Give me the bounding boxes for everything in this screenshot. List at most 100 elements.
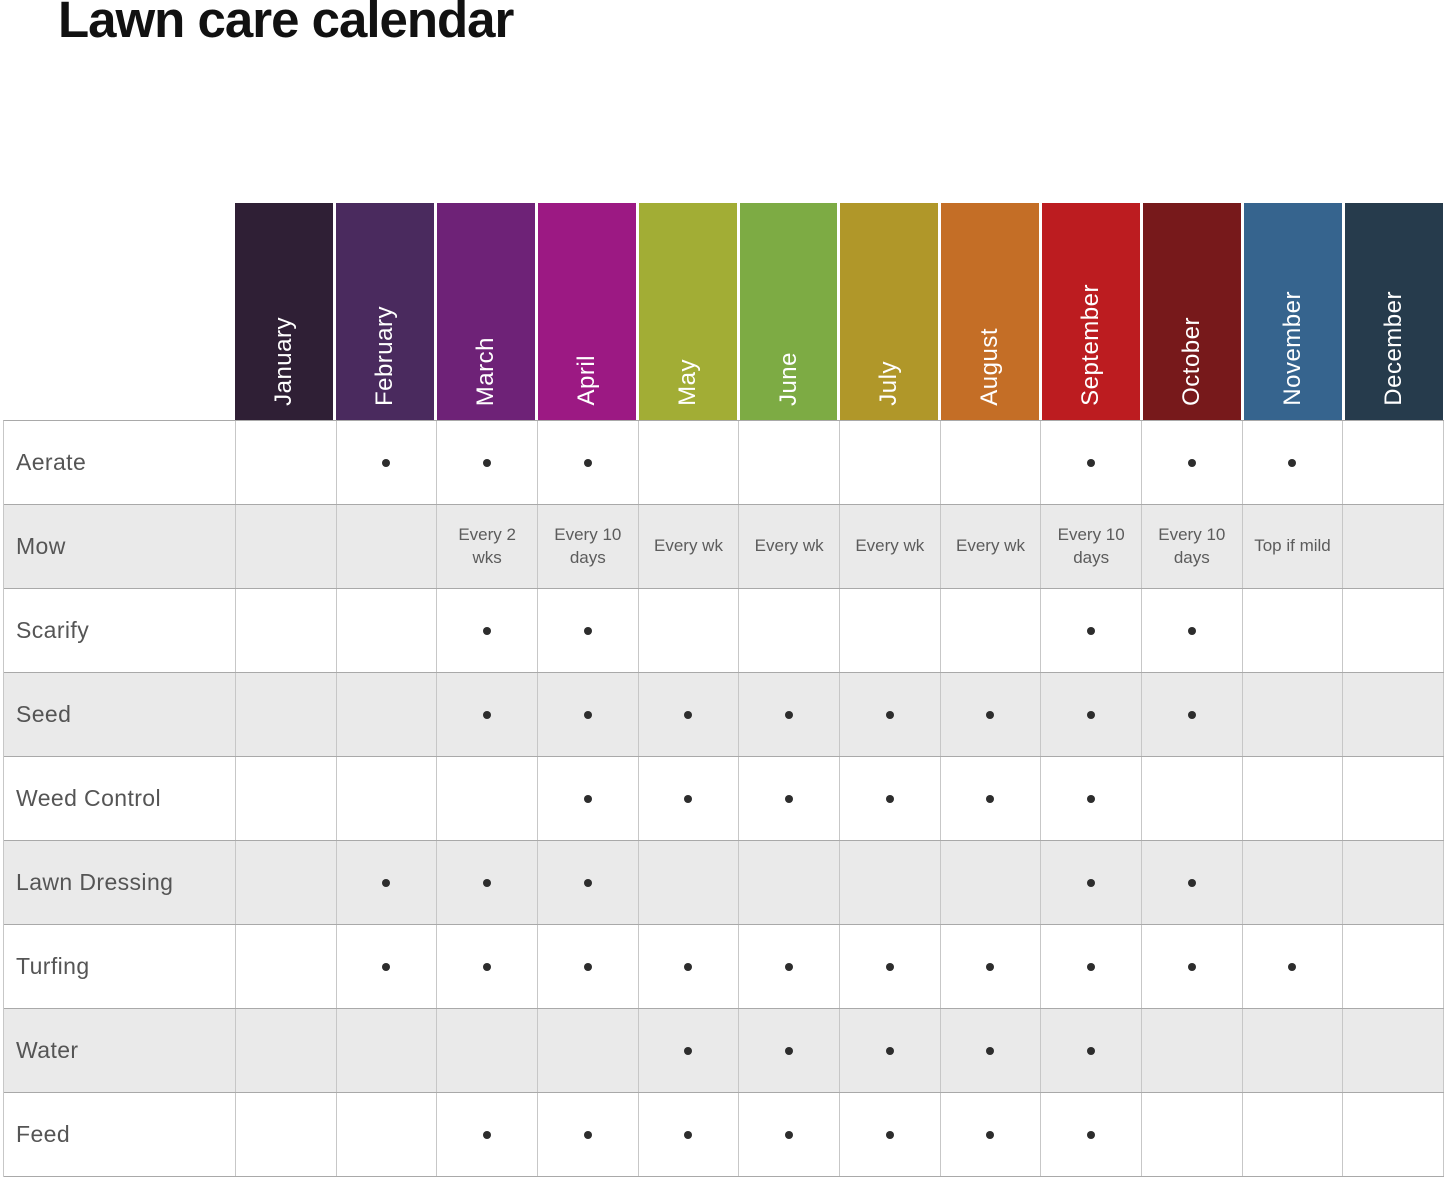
- cell-weed-control-october: [1142, 757, 1243, 840]
- row-label-seed: Seed: [4, 673, 236, 756]
- cell-scarify-october: [1142, 589, 1243, 672]
- cell-weed-control-january: [236, 757, 337, 840]
- dot-marker: [1288, 962, 1297, 971]
- cell-feed-april: [538, 1093, 639, 1176]
- month-header-may: May: [638, 203, 737, 420]
- month-header-march: March: [436, 203, 535, 420]
- cell-scarify-january: [236, 589, 337, 672]
- dot-marker: [885, 962, 894, 971]
- month-label-november: November: [1279, 291, 1307, 406]
- cell-lawn-dressing-june: [739, 841, 840, 924]
- dot-marker: [1187, 626, 1196, 635]
- cell-aerate-may: [639, 421, 740, 504]
- cell-seed-july: [840, 673, 941, 756]
- cell-lawn-dressing-december: [1343, 841, 1444, 924]
- cell-water-september: [1041, 1009, 1142, 1092]
- cell-mow-july: Every wk: [840, 505, 941, 588]
- cell-lawn-dressing-july: [840, 841, 941, 924]
- cell-aerate-september: [1041, 421, 1142, 504]
- dot-marker: [1087, 878, 1096, 887]
- cell-scarify-november: [1243, 589, 1344, 672]
- cell-seed-march: [437, 673, 538, 756]
- cell-lawn-dressing-august: [941, 841, 1042, 924]
- row-label-turfing: Turfing: [4, 925, 236, 1008]
- cell-turfing-november: [1243, 925, 1344, 1008]
- month-label-august: August: [976, 328, 1004, 406]
- cell-water-april: [538, 1009, 639, 1092]
- cell-weed-control-november: [1243, 757, 1344, 840]
- table-row-water: Water: [4, 1009, 1444, 1093]
- dot-marker: [684, 794, 693, 803]
- dot-marker: [1087, 710, 1096, 719]
- cell-scarify-february: [337, 589, 438, 672]
- cell-aerate-july: [840, 421, 941, 504]
- cell-weed-control-september: [1041, 757, 1142, 840]
- dot-marker: [986, 962, 995, 971]
- cell-note: Every wk: [754, 536, 824, 556]
- dot-marker: [1187, 458, 1196, 467]
- cell-weed-control-march: [437, 757, 538, 840]
- calendar-body: Aerate Mow Every 2 wks Every 10 days Every w…: [3, 420, 1444, 1177]
- dot-marker: [785, 962, 794, 971]
- dot-marker: [1187, 962, 1196, 971]
- cell-feed-january: [236, 1093, 337, 1176]
- dot-marker: [885, 1046, 894, 1055]
- dot-marker: [483, 962, 492, 971]
- cell-lawn-dressing-october: [1142, 841, 1243, 924]
- month-label-july: July: [875, 361, 903, 406]
- cell-note: Every 10 days: [1057, 525, 1125, 567]
- cell-water-january: [236, 1009, 337, 1092]
- month-header-january: January: [235, 203, 333, 420]
- cell-weed-control-may: [639, 757, 740, 840]
- cell-feed-june: [739, 1093, 840, 1176]
- dot-marker: [583, 962, 592, 971]
- cell-mow-june: Every wk: [739, 505, 840, 588]
- dot-marker: [583, 626, 592, 635]
- cell-scarify-june: [739, 589, 840, 672]
- cell-water-may: [639, 1009, 740, 1092]
- cell-water-november: [1243, 1009, 1344, 1092]
- cell-feed-december: [1343, 1093, 1444, 1176]
- table-row-turfing: Turfing: [4, 925, 1444, 1009]
- cell-weed-control-april: [538, 757, 639, 840]
- dot-marker: [684, 1046, 693, 1055]
- cell-aerate-august: [941, 421, 1042, 504]
- dot-marker: [885, 794, 894, 803]
- cell-mow-november: Top if mild: [1243, 505, 1344, 588]
- cell-aerate-february: [337, 421, 438, 504]
- dot-marker: [483, 458, 492, 467]
- cell-turfing-april: [538, 925, 639, 1008]
- cell-aerate-april: [538, 421, 639, 504]
- cell-water-june: [739, 1009, 840, 1092]
- cell-mow-october: Every 10 days: [1142, 505, 1243, 588]
- cell-turfing-march: [437, 925, 538, 1008]
- cell-aerate-june: [739, 421, 840, 504]
- cell-feed-october: [1142, 1093, 1243, 1176]
- cell-mow-september: Every 10 days: [1041, 505, 1142, 588]
- row-label-scarify: Scarify: [4, 589, 236, 672]
- cell-note: Every wk: [855, 536, 925, 556]
- cell-turfing-june: [739, 925, 840, 1008]
- table-row-mow: Mow Every 2 wks Every 10 days Every wk Every…: [4, 505, 1444, 589]
- dot-marker: [785, 1046, 794, 1055]
- cell-lawn-dressing-september: [1041, 841, 1142, 924]
- cell-weed-control-july: [840, 757, 941, 840]
- dot-marker: [1187, 878, 1196, 887]
- cell-scarify-april: [538, 589, 639, 672]
- table-row-scarify: Scarify: [4, 589, 1444, 673]
- table-row-weed-control: Weed Control: [4, 757, 1444, 841]
- dot-marker: [483, 1130, 492, 1139]
- cell-turfing-september: [1041, 925, 1142, 1008]
- row-label-mow: Mow: [4, 505, 236, 588]
- cell-feed-may: [639, 1093, 740, 1176]
- dot-marker: [684, 962, 693, 971]
- cell-feed-august: [941, 1093, 1042, 1176]
- cell-feed-november: [1243, 1093, 1344, 1176]
- cell-feed-july: [840, 1093, 941, 1176]
- cell-seed-february: [337, 673, 438, 756]
- cell-turfing-may: [639, 925, 740, 1008]
- month-header-december: December: [1345, 203, 1443, 420]
- cell-water-february: [337, 1009, 438, 1092]
- cell-aerate-march: [437, 421, 538, 504]
- cell-seed-january: [236, 673, 337, 756]
